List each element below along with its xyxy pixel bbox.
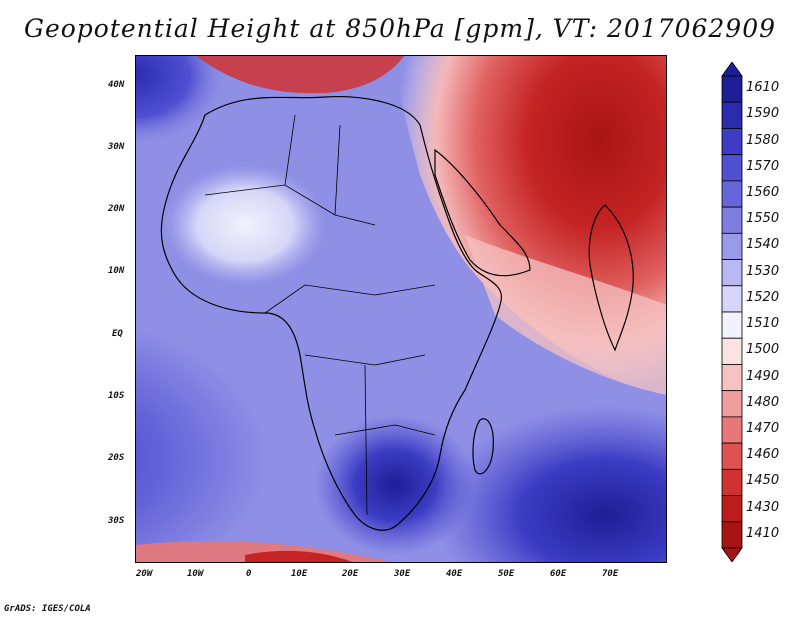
colorbar-label: 1570: [746, 158, 780, 174]
colorbar-label: 1540: [746, 237, 780, 253]
lon-label-10w: 10W: [187, 569, 204, 579]
colorbar-swatch: [721, 390, 743, 418]
lon-label-70e: 70E: [602, 569, 619, 579]
colorbar-label: 1590: [746, 106, 780, 122]
field-low-southern-core: [245, 550, 355, 563]
lon-label-20e: 20E: [342, 569, 359, 579]
india-coastline: [588, 204, 634, 352]
field-high-southern-africa: [315, 415, 475, 555]
colorbar-label: 1430: [746, 499, 780, 515]
colorbar-label: 1560: [746, 185, 780, 200]
colorbar-label: 1610: [746, 80, 780, 96]
lon-label-0: 0: [246, 569, 252, 579]
colorbar-swatch: [721, 232, 743, 260]
colorbar-swatch: [721, 128, 743, 156]
colorbar-swatch: [721, 442, 743, 470]
map-plot: [135, 55, 667, 563]
lat-label-20n: 20N: [108, 204, 125, 214]
lon-label-40e: 40E: [446, 569, 463, 579]
colorbar: [721, 62, 743, 562]
lon-label-10e: 10E: [291, 569, 308, 579]
field-high-south-atlantic: [135, 315, 375, 555]
colorbar-label: 1470: [746, 421, 780, 436]
colorbar-swatch: [721, 468, 743, 496]
colorbar-label: 1530: [746, 263, 780, 279]
madagascar-coastline: [472, 418, 494, 475]
lat-label-10n: 10N: [108, 266, 125, 276]
chart-title: Geopotential Height at 850hPa [gpm], VT:…: [23, 14, 777, 43]
colorbar-swatch: [721, 101, 743, 129]
colorbar-swatch: [721, 416, 743, 444]
colorbar-swatch: [721, 75, 743, 103]
colorbar-swatch: [721, 521, 743, 549]
colorbar-label: 1410: [746, 525, 780, 541]
colorbar-label: 1450: [746, 473, 780, 489]
lat-label-30n: 30N: [108, 142, 125, 152]
colorbar-swatch: [721, 364, 743, 392]
colorbar-swatch: [721, 311, 743, 339]
lat-label-20s: 20S: [108, 453, 125, 463]
lat-label-10s: 10S: [108, 391, 125, 401]
colorbar-label: 1580: [746, 132, 780, 148]
colorbar-label: 1490: [746, 368, 780, 384]
lon-label-50e: 50E: [498, 569, 515, 579]
grads-credit: GrADS: IGES/COLA: [4, 604, 91, 614]
colorbar-swatch: [721, 206, 743, 234]
colorbar-label: 1480: [746, 394, 780, 410]
plot-frame: [135, 55, 667, 563]
colorbar-label: 1550: [746, 211, 780, 227]
colorbar-swatch: [721, 285, 743, 313]
colorbar-swatch: [721, 337, 743, 365]
lon-label-60e: 60E: [550, 569, 567, 579]
africa-coastline: [160, 96, 503, 531]
field-low-mediterranean: [195, 55, 405, 94]
colorbar-label: 1520: [746, 289, 780, 305]
lat-label-30s: 30S: [108, 516, 125, 526]
lat-label-eq: EQ: [112, 329, 123, 339]
colorbar-label: 1510: [746, 316, 780, 332]
field-sahara-pale: [165, 165, 325, 285]
lat-label-40n: 40N: [108, 80, 125, 90]
colorbar-label: 1500: [746, 342, 780, 358]
colorbar-swatch: [721, 154, 743, 182]
colorbar-swatch: [721, 180, 743, 208]
arabia-coastline: [434, 148, 531, 277]
colorbar-swatch: [721, 495, 743, 523]
colorbar-arrow-top: [721, 62, 743, 77]
colorbar-label: 1460: [746, 447, 780, 463]
lon-label-20w: 20W: [136, 569, 153, 579]
country-borders: [204, 114, 436, 516]
colorbar-arrow-bottom: [721, 547, 743, 562]
lon-label-30e: 30E: [394, 569, 411, 579]
colorbar-swatch: [721, 259, 743, 287]
